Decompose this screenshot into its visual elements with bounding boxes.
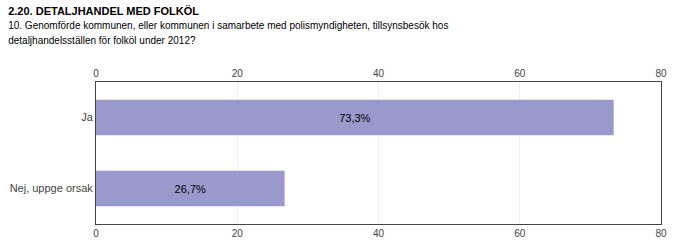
- svg-text:80: 80: [655, 228, 667, 239]
- svg-text:40: 40: [373, 228, 385, 239]
- svg-text:73,3%: 73,3%: [339, 112, 370, 124]
- svg-text:80: 80: [655, 68, 667, 79]
- svg-text:Ja: Ja: [81, 111, 94, 123]
- svg-text:20: 20: [232, 68, 244, 79]
- svg-text:20: 20: [232, 228, 244, 239]
- svg-text:0: 0: [93, 228, 99, 239]
- svg-text:40: 40: [373, 68, 385, 79]
- svg-text:60: 60: [514, 228, 526, 239]
- svg-text:0: 0: [93, 68, 99, 79]
- svg-text:Nej, uppge orsak: Nej, uppge orsak: [10, 182, 94, 194]
- svg-text:26,7%: 26,7%: [175, 183, 206, 195]
- svg-text:60: 60: [514, 68, 526, 79]
- svg-text:2.20. DETALJHANDEL MED FOLKÖL1: 2.20. DETALJHANDEL MED FOLKÖL10. Genomfö…: [8, 5, 448, 46]
